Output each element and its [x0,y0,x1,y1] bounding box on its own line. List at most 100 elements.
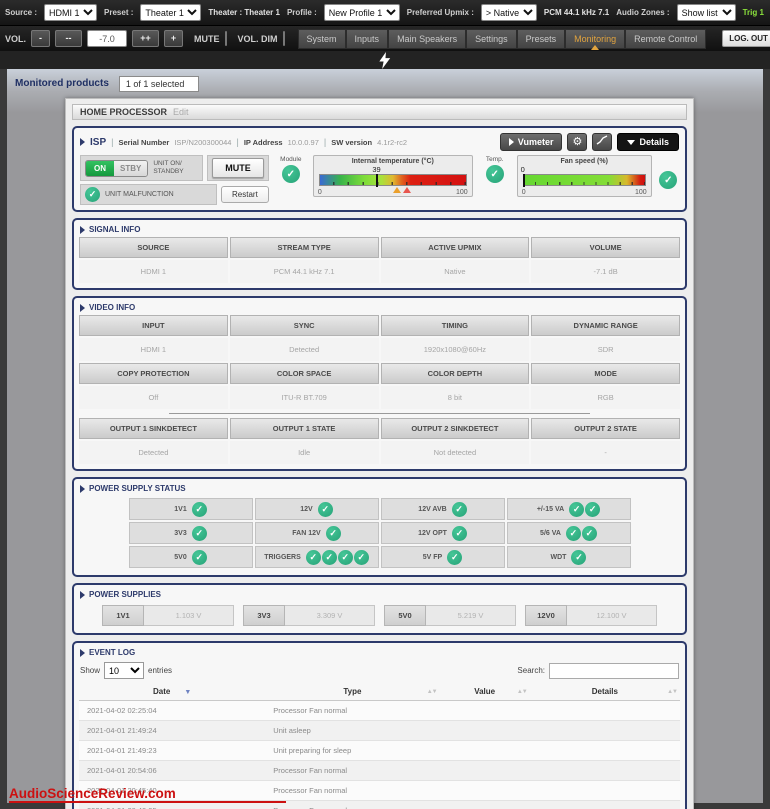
check-ok-icon: ✓ [353,549,369,565]
rail-label: 3V3 [243,605,285,626]
unit-onstandby-box: ON STBY UNIT ON/ STANDBY [80,155,204,181]
check-ok-icon: ✓ [447,549,463,565]
event-log-row[interactable]: 2021-04-02 02:25:04 Processor Fan normal [79,700,680,721]
unit-power-stby[interactable]: STBY [114,160,148,176]
profile-select[interactable]: New Profile 1 [323,4,400,21]
event-date: 2021-04-01 21:49:23 [79,740,266,761]
power-supply-readout: 5V0 5.219 V [384,605,516,626]
event-type: Processor Fan normal [265,700,440,721]
sort-header-details[interactable]: Details ▲▼ [529,683,680,701]
power-status-cell: 5/6 VA ✓ ✓ [506,522,631,544]
tab-remote-control[interactable]: Remote Control [625,28,707,49]
search-input[interactable] [549,662,679,679]
volume-input[interactable] [87,30,128,47]
volume-down-button[interactable]: - [31,30,51,47]
event-log-row[interactable]: 2021-04-01 20:40:05 Processor Fan normal [79,800,680,809]
page-background: Monitored products 1 of 1 selected HOME … [7,69,763,809]
entries-per-page-select[interactable]: 10 [104,662,145,679]
event-log-row[interactable]: 2021-04-01 20:45:40 Processor Fan normal [79,780,680,801]
unit-restart-button[interactable]: Restart [221,186,269,203]
power-status-cell: 5V FP ✓ [380,546,505,568]
sort-header-type[interactable]: Type ▲▼ [265,683,440,701]
unit-power-on[interactable]: ON [86,160,114,176]
collapse-arrow-icon[interactable] [80,484,85,493]
check-ok-icon: ✓ [337,549,353,565]
mute-toggle[interactable]: ON OFF [224,31,227,46]
fan-gauge: Fan speed (%) 0 0 100 [516,155,652,197]
collapse-arrow-icon[interactable] [80,225,85,234]
sort-icon: ▲▼ [667,689,678,695]
power-supply-status-section: POWER SUPPLY STATUS 1V1 ✓ 12V ✓ [72,477,687,577]
sort-header-value[interactable]: Value ▲▼ [439,683,530,701]
ip-value: 10.0.0.97 [287,137,319,147]
vumeter-button[interactable]: Vumeter [499,133,563,151]
event-value [439,780,530,801]
tab-presets[interactable]: Presets [516,28,566,49]
monitored-products-tab[interactable]: Monitored products [15,78,109,89]
tab-inputs[interactable]: Inputs [345,28,389,49]
settings-gear-button[interactable]: ⚙ [567,133,588,151]
logout-button[interactable]: LOG. OUT [722,30,770,47]
upmix-select[interactable]: > Native [480,4,537,21]
power-supplies-section: POWER SUPPLIES 1V1 1.103 V 3V3 3.309 V [72,583,687,635]
event-type: Unit asleep [265,720,440,741]
volume-down-fast-button[interactable]: -- [55,30,83,47]
mute-toggle-on[interactable]: ON [226,32,227,45]
rail-label: 5V0 [384,605,426,626]
event-log-row[interactable]: 2021-04-01 21:49:23 Unit preparing for s… [79,740,680,761]
rail-label: +/-15 VA [536,505,565,513]
unit-mute-button[interactable]: MUTE [212,158,264,178]
tab-settings[interactable]: Settings [466,28,517,49]
isp-section: ISP | Serial Number ISP/N200300044 | IP … [72,126,687,212]
toolbar: VOL. - -- ++ + MUTE ON OFF VOL. DIM ON O… [0,25,770,51]
unit-power-toggle[interactable]: ON STBY [85,159,149,177]
volume-up-button[interactable]: + [164,30,184,47]
rail-checks: ✓ [571,549,587,565]
rail-label: 12V AVB [418,505,447,513]
rail-checks: ✓ [451,501,467,517]
event-details [529,740,680,761]
column-header: OUTPUT 1 STATE [229,418,379,439]
sw-label: SW version [331,137,373,147]
column-header: VOLUME [531,237,680,258]
rail-checks: ✓ ✓ [569,501,601,517]
source-select[interactable]: HDMI 1 [44,4,98,21]
column-header: OUTPUT 2 SINKDETECT [380,418,530,439]
serial-label: Serial Number [118,137,170,147]
rail-label: WDT [550,553,567,561]
tab-monitoring[interactable]: Monitoring [565,28,626,50]
edit-link[interactable]: Edit [173,107,189,117]
volume-label: VOL. [5,33,27,44]
scale-max: 100 [456,189,468,196]
details-button[interactable]: Details [617,133,679,151]
rail-checks: ✓ [191,501,207,517]
temperature-gauge-title: Internal temperature (°C) [351,158,434,165]
tab-system[interactable]: System [297,28,346,49]
collapse-arrow-icon[interactable] [80,648,85,657]
sort-header-date[interactable]: Date ▼ [79,683,266,701]
fan-bar [522,174,646,187]
check-ok-icon: ✓ [585,501,601,517]
volume-up-fast-button[interactable]: ++ [132,30,160,47]
event-log-row[interactable]: 2021-04-01 21:49:24 Unit asleep [79,720,680,741]
isp-header: ISP | Serial Number ISP/N200300044 | IP … [79,131,680,155]
curve-chart-button[interactable] [592,133,613,151]
video-info-section: VIDEO INFO INPUT SYNC TIMING DYNAMIC RAN… [72,296,687,471]
collapse-arrow-icon[interactable] [80,303,85,312]
fan-gauge-title: Fan speed (%) [560,158,608,165]
preset-select[interactable]: Theater 1 [140,4,202,21]
check-ok-icon: ✓ [191,549,207,565]
vol-dim-toggle-on[interactable]: ON [284,32,285,45]
collapse-arrow-icon[interactable] [80,590,85,599]
signal-info-title: SIGNAL INFO [79,223,680,237]
vol-dim-toggle[interactable]: ON OFF [282,31,285,46]
trig-indicator[interactable]: Trig 1 [742,8,764,17]
column-header: COLOR DEPTH [380,363,530,384]
rail-label: 5V FP [422,553,443,561]
collapse-arrow-icon[interactable] [80,138,85,146]
mute-box: MUTE [207,155,269,181]
tab-main-speakers[interactable]: Main Speakers [388,28,467,49]
event-log-row[interactable]: 2021-04-01 20:54:06 Processor Fan normal [79,760,680,781]
audio-zones-select[interactable]: Show list [676,4,736,21]
column-header: STREAM TYPE [229,237,379,258]
